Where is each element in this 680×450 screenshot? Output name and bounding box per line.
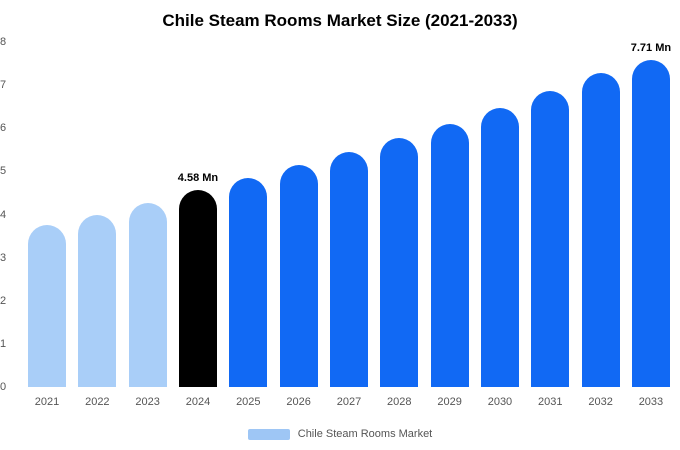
y-axis-tick-label: 0 (0, 381, 7, 393)
bar-2028 (380, 138, 419, 387)
bar-value-label: 4.58 Mn (177, 171, 219, 184)
bar-column: 2032 (578, 42, 624, 408)
bar-2025 (229, 177, 268, 387)
bars-row: 2021 2022 2023 4.58 Mn 2024 2025 2026 2027 2028 2… (24, 42, 674, 408)
x-axis-label: 2025 (236, 396, 261, 408)
legend-item[interactable]: Chile Steam Rooms Market (247, 428, 433, 440)
bar-column: 2028 (376, 42, 422, 408)
bar-2033 (631, 60, 670, 387)
bar-2030 (480, 107, 519, 387)
bar-2032 (581, 73, 620, 387)
legend: Chile Steam Rooms Market (0, 428, 680, 440)
x-axis-label: 2031 (538, 396, 563, 408)
x-axis-label: 2022 (85, 396, 110, 408)
x-axis-label: 2026 (286, 396, 311, 408)
bar-column: 2025 (225, 42, 271, 408)
y-axis-tick-label: 5 (0, 165, 7, 178)
y-axis-tick-label: 6 (0, 122, 7, 135)
y-axis-tick-label: 7 (0, 79, 7, 92)
bar-2029 (430, 123, 469, 387)
x-axis-label: 2033 (638, 396, 664, 408)
bar-value-label: 7.71 Mn (630, 42, 672, 54)
y-axis-tick-label: 3 (0, 251, 7, 264)
x-axis-label: 2028 (387, 396, 412, 408)
bar-column: 2021 (24, 42, 70, 408)
legend-label: Chile Steam Rooms Market (297, 428, 433, 440)
x-axis-label: 2027 (336, 396, 362, 408)
bar-2026 (279, 165, 318, 387)
bar-column: 2029 (427, 42, 473, 408)
bar-2024 (178, 189, 217, 387)
bar-column: 4.58 Mn 2024 (175, 42, 221, 409)
x-axis-label: 2024 (185, 396, 211, 408)
bar-column: 2026 (276, 42, 322, 408)
y-axis-tick-label: 8 (0, 36, 7, 48)
chart-title: Chile Steam Rooms Market Size (2021-2033… (162, 11, 518, 30)
bar-2027 (329, 151, 368, 387)
legend-swatch-icon (247, 428, 290, 440)
bar-column: 7.71 Mn 2033 (628, 42, 674, 408)
y-axis: 0 1 2 3 4 5 6 7 8 (0, 36, 18, 393)
bar-2031 (531, 91, 570, 387)
x-axis-label: 2023 (135, 396, 160, 408)
bar-column: 2027 (326, 42, 372, 408)
bar-column: 2022 (74, 42, 120, 408)
bar-2023 (128, 202, 167, 387)
y-axis-tick-label: 1 (0, 337, 7, 350)
bar-column: 2030 (477, 42, 523, 408)
bar-2021 (28, 225, 66, 387)
bar-2022 (78, 214, 117, 387)
bar-column: 2023 (125, 42, 171, 408)
x-axis-label: 2021 (34, 396, 60, 408)
x-axis-label: 2029 (437, 396, 462, 408)
y-axis-tick-label: 2 (0, 294, 7, 307)
x-axis-label: 2032 (588, 396, 613, 408)
y-axis-tick-label: 4 (0, 208, 7, 221)
bar-column: 2031 (527, 42, 573, 408)
x-axis-label: 2030 (487, 396, 513, 408)
